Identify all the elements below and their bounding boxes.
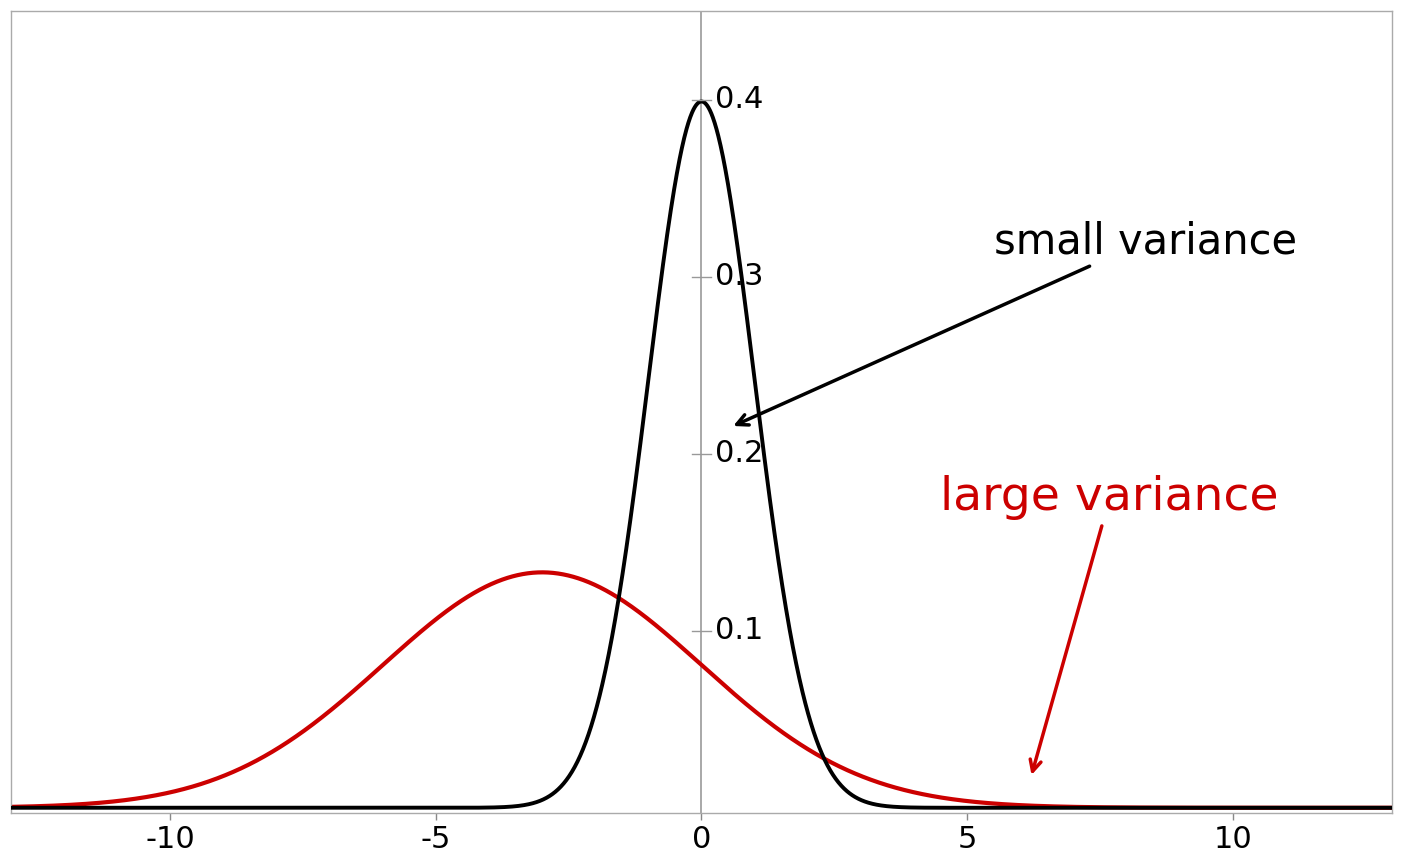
Text: 0.2: 0.2 bbox=[714, 439, 763, 468]
Text: 0.1: 0.1 bbox=[714, 616, 763, 645]
Text: small variance: small variance bbox=[737, 221, 1296, 425]
Text: 0.4: 0.4 bbox=[714, 85, 763, 114]
Text: 0.3: 0.3 bbox=[714, 262, 763, 292]
Text: large variance: large variance bbox=[940, 476, 1280, 772]
